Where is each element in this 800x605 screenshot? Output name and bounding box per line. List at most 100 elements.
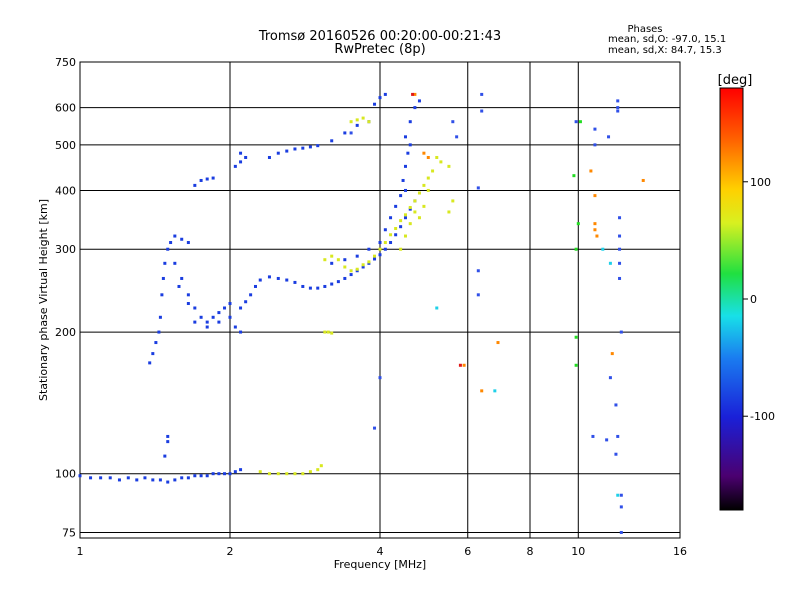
- data-point: [285, 278, 289, 282]
- data-point: [217, 311, 221, 315]
- data-point: [447, 210, 451, 214]
- data-point: [154, 341, 158, 345]
- data-point: [158, 478, 162, 482]
- data-point: [316, 468, 320, 472]
- data-point: [399, 225, 403, 229]
- x-tick-label: 8: [527, 545, 534, 558]
- data-point: [316, 286, 320, 290]
- data-point: [476, 293, 480, 297]
- data-point: [451, 120, 455, 124]
- data-point: [378, 96, 382, 100]
- data-point: [349, 120, 353, 124]
- data-point: [408, 222, 412, 226]
- data-point: [616, 493, 620, 497]
- data-point: [383, 241, 387, 245]
- data-point: [574, 247, 578, 251]
- data-point: [576, 222, 580, 226]
- data-point: [458, 363, 462, 367]
- data-point: [641, 178, 645, 182]
- data-point: [158, 315, 162, 319]
- y-tick-label: 750: [55, 56, 76, 69]
- data-point: [285, 149, 289, 153]
- data-point: [244, 155, 248, 159]
- data-point: [173, 234, 177, 238]
- data-point: [323, 284, 327, 288]
- data-point: [455, 135, 459, 139]
- data-point: [166, 480, 170, 484]
- data-point: [447, 164, 451, 168]
- data-point: [480, 92, 484, 96]
- data-point: [239, 468, 243, 472]
- data-point: [239, 306, 243, 310]
- data-point: [285, 472, 289, 476]
- data-point: [211, 176, 215, 180]
- data-point: [431, 169, 435, 173]
- data-point: [163, 454, 167, 458]
- data-point: [99, 476, 103, 480]
- data-point: [589, 169, 593, 173]
- data-point: [383, 92, 387, 96]
- data-point: [160, 293, 164, 297]
- data-point: [496, 341, 500, 345]
- data-point: [336, 280, 340, 284]
- data-point: [180, 237, 184, 241]
- data-point: [173, 478, 177, 482]
- data-point: [408, 120, 412, 124]
- data-point: [186, 241, 190, 245]
- data-point: [618, 276, 622, 280]
- x-tick-label: 10: [571, 545, 585, 558]
- data-point: [166, 440, 170, 444]
- data-point: [619, 530, 623, 534]
- x-tick-label: 1: [77, 545, 84, 558]
- data-point: [343, 276, 347, 280]
- data-point: [373, 254, 377, 258]
- data-point: [193, 474, 197, 478]
- data-point: [618, 234, 622, 238]
- data-point: [330, 254, 334, 258]
- data-point: [608, 261, 612, 265]
- data-point: [361, 116, 365, 120]
- data-point: [223, 306, 227, 310]
- data-point: [258, 470, 262, 474]
- data-point: [614, 452, 618, 456]
- data-point: [211, 472, 215, 476]
- data-point: [330, 261, 334, 265]
- data-point: [276, 276, 280, 280]
- data-point: [476, 186, 480, 190]
- data-point: [211, 315, 215, 319]
- data-point: [422, 183, 426, 187]
- data-point: [378, 253, 382, 257]
- data-point: [417, 191, 421, 195]
- data-point: [293, 280, 297, 284]
- data-point: [126, 476, 130, 480]
- data-point: [163, 261, 167, 265]
- data-point: [367, 247, 371, 251]
- data-point: [173, 261, 177, 265]
- data-point: [205, 320, 209, 324]
- data-point: [411, 92, 415, 96]
- data-point: [417, 216, 421, 220]
- data-point: [406, 151, 410, 155]
- data-point: [480, 389, 484, 393]
- data-point: [355, 118, 359, 122]
- data-point: [308, 470, 312, 474]
- data-point: [616, 99, 620, 103]
- data-point: [619, 330, 623, 334]
- data-point: [151, 352, 155, 356]
- data-point: [361, 263, 365, 267]
- data-point: [217, 472, 221, 476]
- x-tick-label: 16: [673, 545, 687, 558]
- data-point: [180, 476, 184, 480]
- data-point: [323, 330, 327, 334]
- data-point: [108, 476, 112, 480]
- colorbar-tick-label: -100: [750, 410, 775, 423]
- data-point: [330, 282, 334, 286]
- data-point: [408, 205, 412, 209]
- data-point: [422, 151, 426, 155]
- data-point: [143, 476, 147, 480]
- data-point: [422, 204, 426, 208]
- data-point: [618, 216, 622, 220]
- data-point: [249, 293, 253, 297]
- data-point: [394, 204, 398, 208]
